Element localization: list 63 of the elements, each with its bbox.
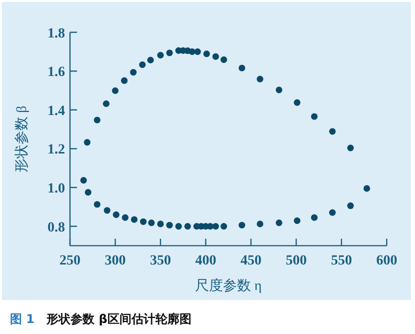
- point: [188, 48, 196, 55]
- point: [157, 220, 164, 228]
- point: [220, 56, 228, 63]
- point: [276, 86, 282, 94]
- point: [84, 139, 90, 146]
- point: [147, 56, 154, 64]
- x-tick-label: 400: [195, 254, 216, 269]
- point: [104, 207, 110, 214]
- point: [157, 52, 164, 58]
- point: [256, 220, 264, 228]
- point: [140, 218, 147, 225]
- point: [184, 223, 191, 230]
- x-tick-label: 500: [286, 254, 307, 269]
- point: [122, 214, 128, 221]
- point: [203, 50, 210, 58]
- y-tick-label: 1.0: [48, 182, 65, 196]
- point: [130, 68, 137, 76]
- point: [139, 61, 146, 68]
- point: [120, 77, 128, 84]
- point: [347, 144, 354, 152]
- point: [148, 220, 155, 226]
- y-tick-label: 1.6: [48, 65, 65, 80]
- point: [256, 76, 264, 82]
- text: 形状参数 β区间估计轮廓图: [46, 312, 192, 326]
- point: [329, 128, 336, 135]
- point: [212, 223, 219, 230]
- point: [102, 100, 110, 107]
- point: [220, 223, 228, 230]
- x-tick-label: 550: [330, 254, 352, 269]
- point: [311, 214, 318, 221]
- point: [276, 220, 282, 226]
- x-tick-label: 350: [150, 254, 171, 269]
- y-tick-label: 1.8: [48, 26, 65, 42]
- point: [363, 185, 370, 192]
- point: [112, 87, 119, 94]
- point: [94, 201, 100, 208]
- x-tick-label: 450: [240, 254, 262, 269]
- y-tick-label: 1.2: [48, 142, 65, 158]
- x-tick-label: 250: [60, 254, 80, 269]
- point: [212, 53, 219, 60]
- point: [166, 50, 173, 56]
- point: [94, 116, 100, 124]
- point: [194, 48, 201, 55]
- caption: 图 1: [10, 312, 35, 326]
- x-tick-label: 300: [104, 254, 126, 269]
- point: [311, 113, 318, 120]
- point: [294, 99, 300, 106]
- point: [238, 222, 246, 228]
- point: [166, 222, 173, 228]
- point: [329, 209, 336, 216]
- x-axis-title: 尺度参数 η: [194, 278, 262, 294]
- point: [112, 211, 120, 218]
- y-tick-label: 1.4: [48, 104, 65, 119]
- point: [238, 64, 246, 72]
- y-axis-title: 形状参数 β: [14, 106, 30, 172]
- point: [175, 223, 182, 230]
- point: [84, 189, 92, 196]
- point: [80, 177, 87, 184]
- point: [130, 216, 138, 223]
- point: [294, 217, 300, 224]
- point: [347, 202, 354, 210]
- x-tick-label: 600: [376, 254, 398, 269]
- y-tick-label: 0.8: [48, 220, 65, 236]
